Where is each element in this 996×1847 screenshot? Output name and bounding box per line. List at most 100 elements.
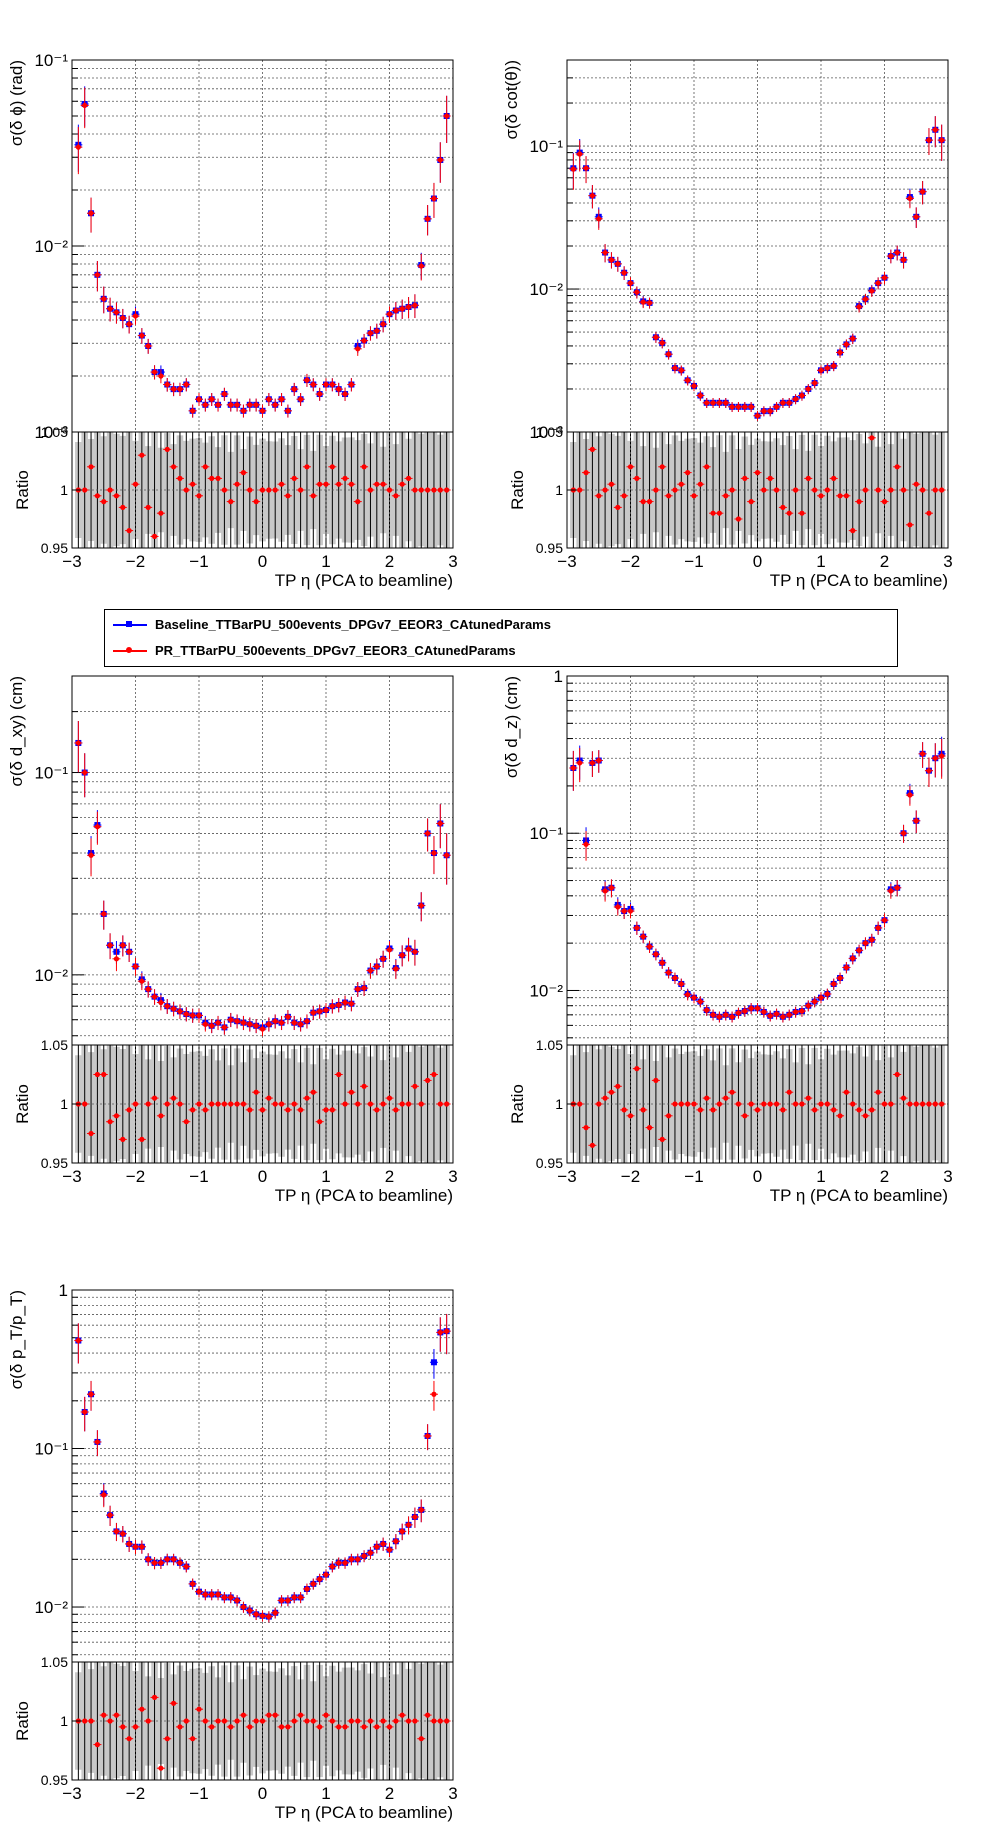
ratio-point — [317, 1119, 323, 1125]
ratio-tick-label: 0.95 — [536, 1155, 563, 1171]
pr-point — [621, 270, 627, 276]
x-tick-label: 1 — [816, 1167, 825, 1186]
ratio-point — [342, 1101, 348, 1107]
pr-point — [894, 249, 900, 256]
ratio-point — [215, 475, 221, 481]
pr-point — [291, 1594, 297, 1601]
pr-point — [329, 381, 335, 388]
pr-point — [697, 392, 703, 399]
pr-point — [336, 1002, 342, 1008]
ratio-point — [348, 481, 354, 487]
pr-point — [107, 942, 113, 948]
pr-point — [247, 1021, 253, 1027]
ratio-point — [348, 1718, 354, 1724]
ratio-point — [190, 481, 196, 487]
pr-point — [685, 377, 691, 383]
x-axis-label: TP η (PCA to beamline) — [770, 571, 948, 590]
pr-point — [266, 1614, 272, 1620]
x-tick-label: 1 — [321, 1784, 330, 1803]
pr-point — [666, 351, 672, 357]
pr-point — [818, 995, 824, 1001]
pr-point — [298, 1021, 304, 1027]
pr-point — [672, 975, 678, 981]
ratio-point — [209, 1101, 215, 1107]
pr-point — [748, 1005, 754, 1011]
ratio-point — [291, 1101, 297, 1107]
pr-point — [285, 1597, 291, 1604]
pr-point — [113, 309, 120, 315]
ratio-point — [621, 1107, 627, 1113]
ratio-point — [234, 1718, 240, 1724]
pr-point — [837, 349, 843, 356]
ratio-point — [418, 1736, 424, 1742]
pr-point — [164, 381, 170, 388]
pr-point — [767, 408, 773, 414]
ratio-point — [158, 1113, 164, 1119]
pr-point — [634, 289, 640, 295]
pr-point — [145, 343, 151, 349]
pr-point — [627, 280, 634, 286]
ratio-point — [425, 1712, 431, 1718]
ratio-point — [615, 504, 621, 510]
ratio-point — [253, 1718, 259, 1724]
pr-point — [317, 391, 323, 397]
ratio-point — [850, 528, 856, 534]
x-tick-label: −3 — [62, 552, 81, 571]
ratio-point — [228, 1101, 234, 1107]
ratio-point — [183, 1119, 189, 1125]
x-tick-label: 3 — [943, 552, 952, 571]
pr-point — [678, 367, 684, 373]
ratio-point — [164, 446, 170, 452]
ratio-point — [88, 1130, 94, 1137]
ratio-tick-label: 1.05 — [41, 1654, 68, 1670]
pr-point — [317, 1008, 323, 1014]
x-tick-label: 0 — [258, 552, 267, 571]
ratio-point — [132, 481, 139, 487]
x-tick-label: 2 — [880, 1167, 889, 1186]
pr-point — [710, 1012, 716, 1018]
pr-point — [94, 272, 100, 278]
ratio-point — [786, 510, 792, 516]
ratio-point — [266, 1712, 272, 1718]
ratio-point — [228, 499, 234, 505]
pr-point — [253, 402, 259, 408]
x-tick-label: −2 — [126, 552, 145, 571]
pr-point — [431, 850, 437, 856]
pr-point — [75, 144, 81, 150]
ratio-point — [831, 1107, 837, 1113]
pr-point — [113, 1528, 120, 1534]
x-tick-label: 1 — [321, 1167, 330, 1186]
pr-point — [888, 253, 894, 259]
pr-point — [329, 1003, 335, 1009]
ratio-axis-label: Ratio — [13, 1701, 32, 1741]
pr-point — [907, 195, 913, 202]
ratio-point — [653, 487, 659, 493]
ratio-tick-label: 1.05 — [41, 1037, 68, 1053]
ratio-point — [793, 1101, 799, 1107]
pr-point — [221, 1024, 227, 1030]
ratio-point — [926, 510, 932, 516]
x-tick-label: −3 — [557, 1167, 576, 1186]
x-tick-label: 2 — [385, 552, 394, 571]
pr-point — [304, 1586, 310, 1592]
ratio-point — [399, 1101, 405, 1107]
pr-point — [75, 740, 81, 746]
pr-point — [716, 1014, 723, 1020]
pr-point — [577, 760, 583, 766]
ratio-point — [386, 1724, 393, 1730]
pr-point — [139, 1544, 145, 1550]
pr-point — [615, 904, 621, 910]
pr-point — [875, 280, 881, 286]
pr-point — [145, 1556, 151, 1562]
pr-point — [862, 940, 869, 946]
ratio-point — [298, 1107, 304, 1113]
ratio-point — [145, 504, 151, 510]
ratio-point — [240, 1712, 247, 1718]
pr-point — [228, 1017, 234, 1023]
pr-point — [342, 391, 348, 397]
ratio-point — [697, 481, 703, 487]
ratio-point — [926, 1101, 932, 1107]
ratio-tick-label: 0.95 — [41, 1772, 68, 1788]
pr-point — [425, 1433, 431, 1439]
pr-point — [126, 321, 132, 327]
